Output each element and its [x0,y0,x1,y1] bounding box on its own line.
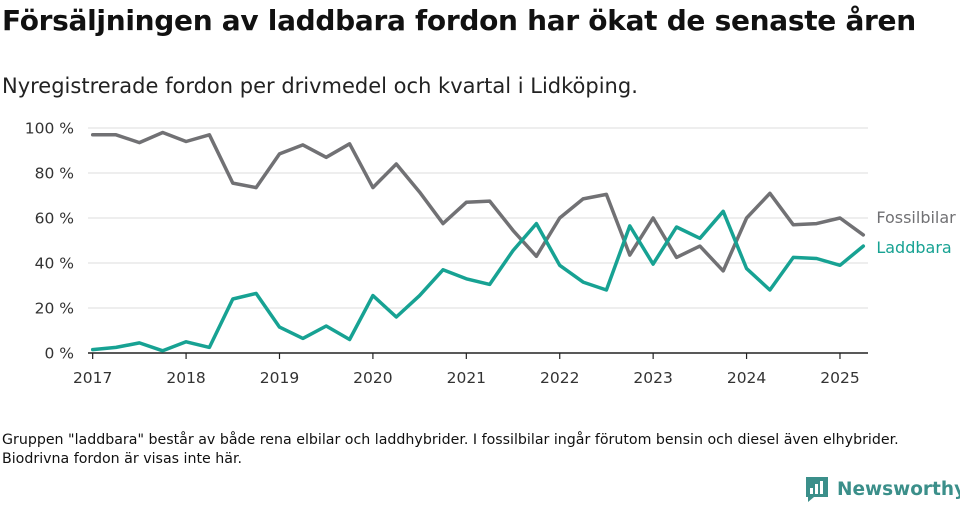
series-labels: Fossilbilar Laddbara [876,208,956,257]
brand-name: Newsworthy [837,478,960,500]
y-tick-label: 100 % [25,120,74,138]
gridlines [88,127,868,354]
x-tick-label: 2018 [166,369,205,387]
x-tick-label: 2025 [820,369,859,387]
series-lines [90,130,866,353]
footnote: Gruppen "laddbara" består av både rena e… [2,432,899,467]
series-label-laddbara: Laddbara [876,238,951,257]
x-tick-label: 2023 [633,369,672,387]
x-axis: 2017 2018 2019 2020 2021 2022 2023 2024 2025 [73,353,860,387]
brand-logo[interactable]: Newsworthy [804,473,960,505]
x-tick-label: 2021 [447,369,486,387]
x-tick-label: 2024 [727,369,766,387]
x-tick-label: 2019 [260,369,299,387]
series-label-fossilbilar: Fossilbilar [876,208,956,227]
chart-title: Försäljningen av laddbara fordon har öka… [2,4,916,37]
x-tick-label: 2017 [73,369,112,387]
y-tick-label: 0 % [44,345,74,363]
x-tick-label: 2022 [540,369,579,387]
y-tick-label: 80 % [35,165,74,183]
newsworthy-logo-icon [806,477,828,502]
series-line-laddbara [90,209,866,353]
series-line-fossilbilar [90,130,866,273]
y-tick-label: 60 % [35,210,74,228]
line-chart: 0 % 20 % 40 % 60 % 80 % 100 % 2017 2018 2019 202… [25,120,956,388]
y-axis-ticks: 0 % 20 % 40 % 60 % 80 % 100 % [25,120,74,363]
chart-subtitle: Nyregistrerade fordon per drivmedel och … [2,74,638,98]
y-tick-label: 40 % [35,255,74,273]
y-tick-label: 20 % [35,300,74,318]
x-tick-label: 2020 [353,369,392,387]
